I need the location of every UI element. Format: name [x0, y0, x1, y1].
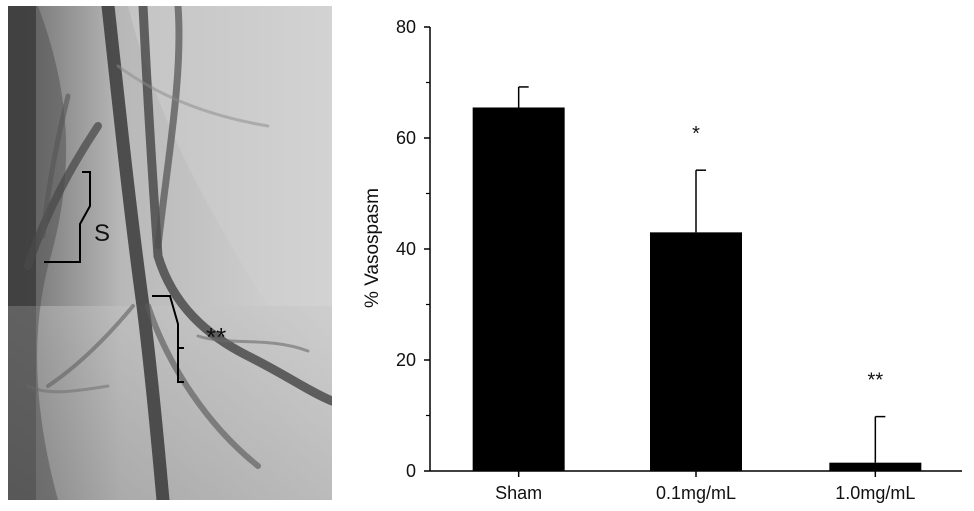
y-tick-label: 80 [396, 17, 416, 37]
significance-label: * [692, 123, 700, 145]
bars-group: *** [472, 86, 922, 471]
x-tick-label: 0.1mg/mL [656, 483, 736, 503]
x-axis: Sham 0.1mg/mL 1.0mg/mL [430, 470, 962, 503]
y-axis: 0 20 40 60 80 [396, 17, 431, 481]
y-tick-label: 20 [396, 350, 416, 370]
y-tick-label: 60 [396, 128, 416, 148]
bracket-s-label: S [94, 220, 110, 247]
bracket-ss [152, 295, 184, 383]
bracket-ss-label: ** [206, 322, 226, 352]
significance-label: ** [868, 370, 884, 392]
bar [829, 462, 922, 471]
bar [650, 232, 742, 471]
y-tick-label: 0 [406, 461, 416, 481]
y-tick-label: 40 [396, 239, 416, 259]
x-tick-label: 1.0mg/mL [835, 483, 915, 503]
angiogram-image: S ** [8, 6, 332, 500]
bar [472, 107, 565, 471]
x-tick-label: Sham [495, 483, 542, 503]
bracket-s [44, 171, 91, 263]
y-axis-title: % Vasospasm [362, 188, 383, 308]
